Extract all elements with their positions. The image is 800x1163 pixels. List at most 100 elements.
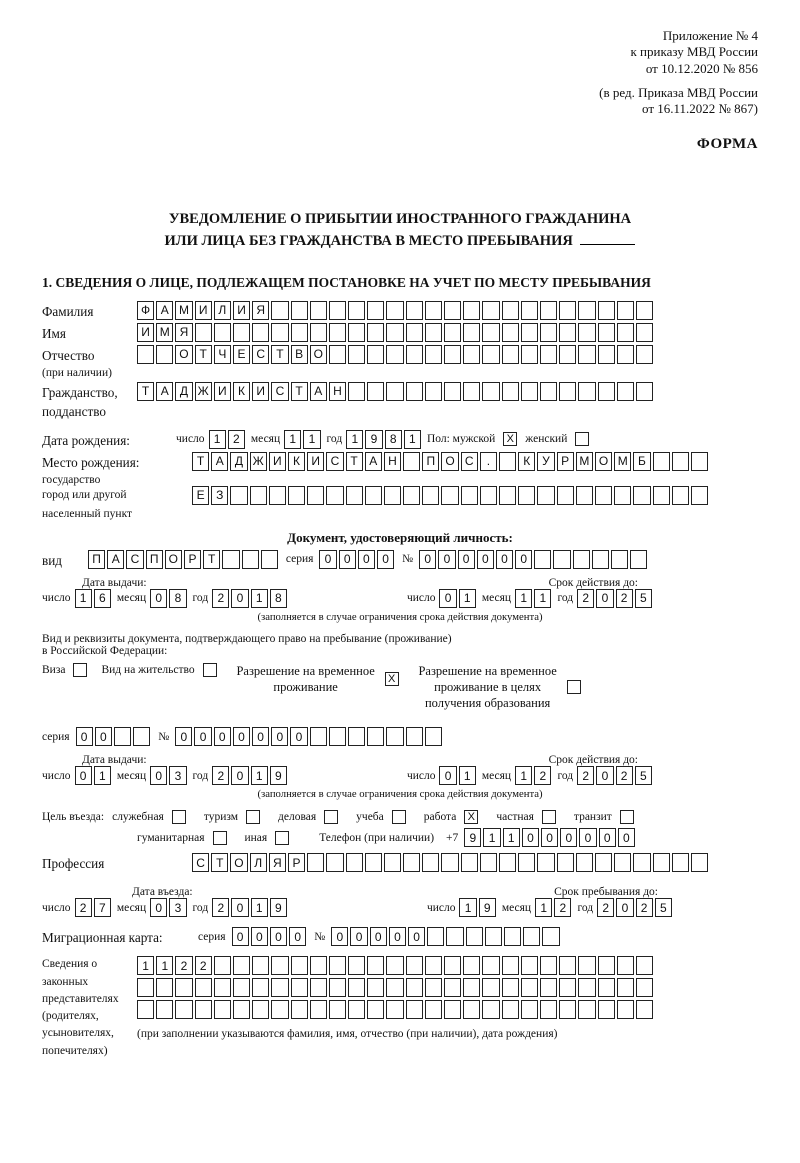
text-box[interactable] <box>485 927 502 946</box>
text-box[interactable]: 2 <box>212 589 229 608</box>
text-box[interactable]: 0 <box>194 727 211 746</box>
text-box[interactable]: 2 <box>175 956 192 975</box>
text-box[interactable] <box>598 345 615 364</box>
text-box[interactable]: 0 <box>389 927 406 946</box>
text-box[interactable] <box>271 323 288 342</box>
text-box[interactable] <box>614 853 631 872</box>
text-box[interactable]: 0 <box>596 766 613 785</box>
text-box[interactable] <box>310 1000 327 1019</box>
text-box[interactable] <box>403 452 420 471</box>
text-box[interactable]: 0 <box>599 828 616 847</box>
text-box[interactable] <box>691 853 708 872</box>
text-box[interactable] <box>425 301 442 320</box>
text-box[interactable] <box>329 323 346 342</box>
text-box[interactable] <box>518 853 535 872</box>
text-box[interactable] <box>444 323 461 342</box>
text-box[interactable] <box>348 345 365 364</box>
text-box[interactable]: 2 <box>636 898 653 917</box>
text-box[interactable]: О <box>310 345 327 364</box>
text-box[interactable] <box>502 1000 519 1019</box>
text-box[interactable]: 9 <box>270 898 287 917</box>
text-box[interactable]: Р <box>557 452 574 471</box>
text-box[interactable]: С <box>461 452 478 471</box>
text-box[interactable] <box>367 301 384 320</box>
text-box[interactable]: Т <box>137 382 154 401</box>
text-box[interactable] <box>578 382 595 401</box>
text-box[interactable]: Р <box>288 853 305 872</box>
text-box[interactable] <box>444 978 461 997</box>
text-box[interactable] <box>592 550 609 569</box>
text-box[interactable] <box>502 956 519 975</box>
text-box[interactable] <box>425 727 442 746</box>
text-box[interactable]: 5 <box>635 589 652 608</box>
text-box[interactable]: 1 <box>515 766 532 785</box>
text-box[interactable] <box>348 382 365 401</box>
text-box[interactable] <box>521 301 538 320</box>
text-box[interactable]: Ж <box>250 452 267 471</box>
legal-representatives-row2-boxes[interactable] <box>137 978 758 997</box>
text-box[interactable]: Т <box>291 382 308 401</box>
text-box[interactable] <box>271 301 288 320</box>
text-box[interactable] <box>630 550 647 569</box>
text-box[interactable] <box>252 978 269 997</box>
text-box[interactable] <box>598 956 615 975</box>
text-box[interactable]: 0 <box>616 898 633 917</box>
text-box[interactable]: С <box>192 853 209 872</box>
text-box[interactable] <box>617 382 634 401</box>
text-box[interactable]: 2 <box>534 766 551 785</box>
text-box[interactable]: А <box>156 301 173 320</box>
text-box[interactable] <box>540 345 557 364</box>
text-box[interactable] <box>261 550 278 569</box>
purpose-option[interactable]: служебная <box>112 810 190 824</box>
text-box[interactable] <box>559 382 576 401</box>
text-box[interactable]: И <box>214 382 231 401</box>
text-box[interactable]: 1 <box>251 766 268 785</box>
purpose-option[interactable]: туризм <box>204 810 264 824</box>
text-box[interactable] <box>463 1000 480 1019</box>
text-box[interactable] <box>252 1000 269 1019</box>
purpose-option[interactable]: иная <box>245 831 294 845</box>
text-box[interactable] <box>578 345 595 364</box>
text-box[interactable]: 0 <box>331 927 348 946</box>
text-box[interactable]: 0 <box>150 589 167 608</box>
text-box[interactable] <box>499 452 516 471</box>
text-box[interactable] <box>348 978 365 997</box>
text-box[interactable]: М <box>576 452 593 471</box>
text-box[interactable] <box>636 382 653 401</box>
text-box[interactable]: 0 <box>232 927 249 946</box>
text-box[interactable]: 8 <box>270 589 287 608</box>
text-box[interactable]: 0 <box>150 766 167 785</box>
text-box[interactable] <box>406 345 423 364</box>
text-box[interactable]: В <box>291 345 308 364</box>
text-box[interactable] <box>559 301 576 320</box>
text-box[interactable]: 0 <box>370 927 387 946</box>
text-box[interactable] <box>422 853 439 872</box>
text-box[interactable]: 1 <box>284 430 301 449</box>
text-box[interactable] <box>504 927 521 946</box>
text-box[interactable] <box>636 1000 653 1019</box>
text-box[interactable]: П <box>146 550 163 569</box>
text-box[interactable]: 1 <box>404 430 421 449</box>
text-box[interactable] <box>403 853 420 872</box>
text-box[interactable] <box>636 301 653 320</box>
text-box[interactable] <box>691 486 708 505</box>
text-box[interactable]: 0 <box>233 727 250 746</box>
text-box[interactable] <box>175 1000 192 1019</box>
text-box[interactable]: Д <box>175 382 192 401</box>
text-box[interactable]: О <box>175 345 192 364</box>
text-box[interactable] <box>598 382 615 401</box>
text-box[interactable] <box>542 927 559 946</box>
text-box[interactable] <box>367 345 384 364</box>
text-box[interactable] <box>406 301 423 320</box>
text-box[interactable]: 0 <box>541 828 558 847</box>
text-box[interactable]: Н <box>384 452 401 471</box>
text-box[interactable] <box>540 323 557 342</box>
